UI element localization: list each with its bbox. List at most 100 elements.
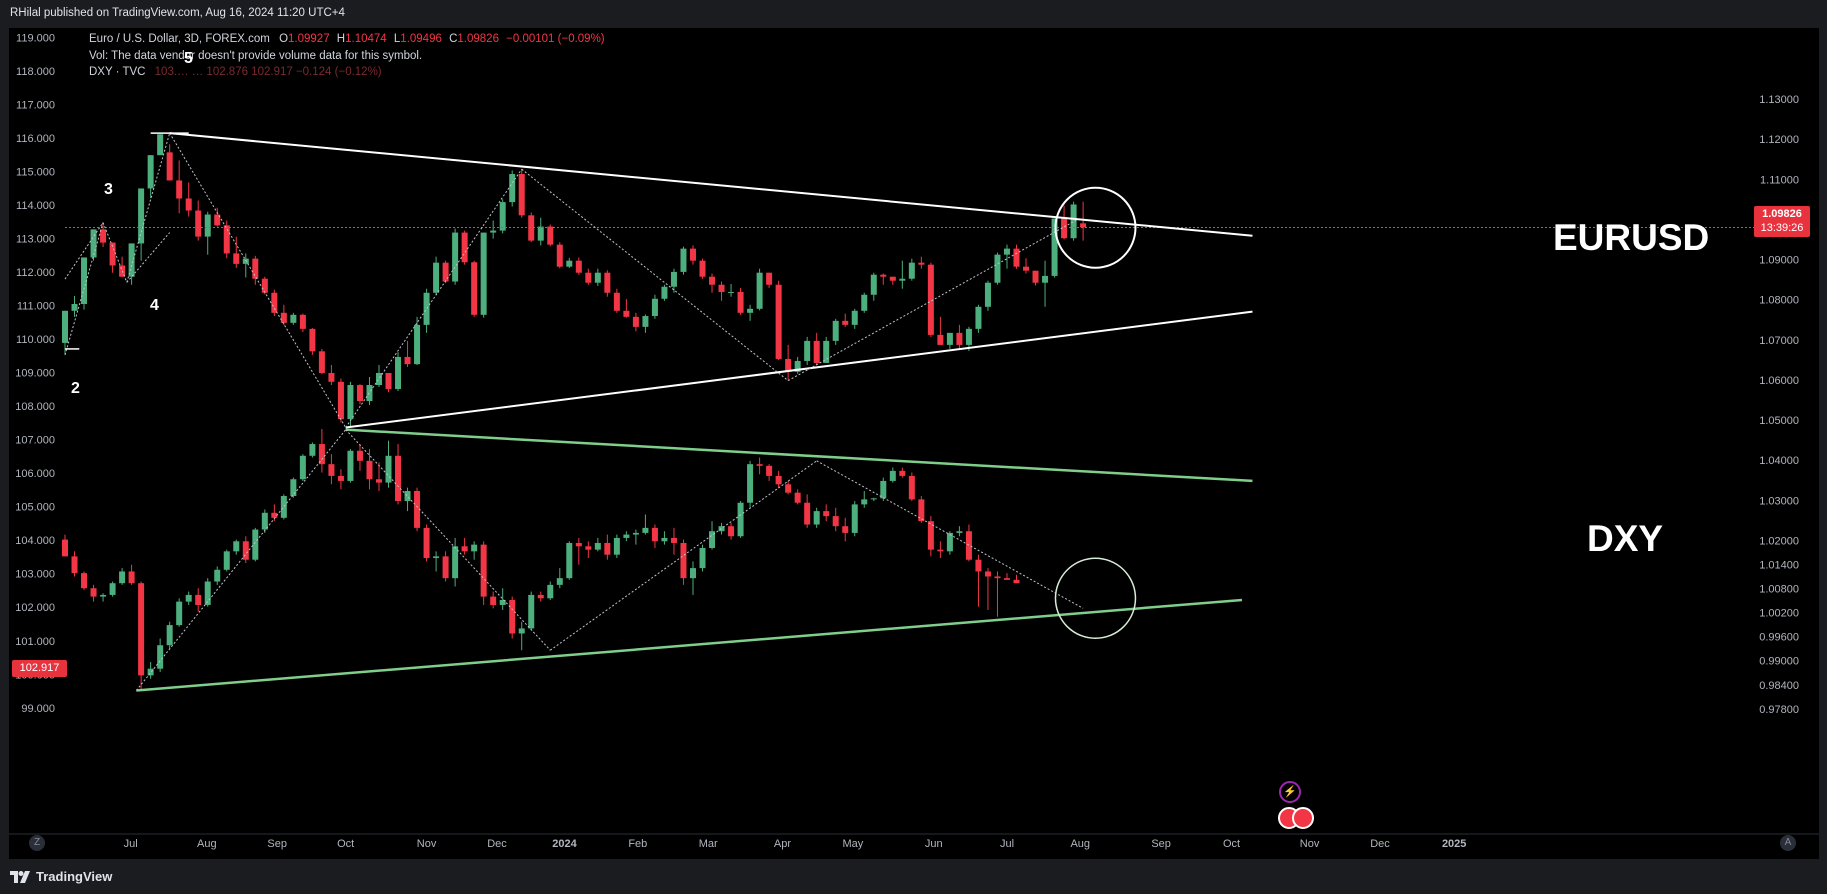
- eurusd-candle: [537, 226, 544, 241]
- chart-panel[interactable]: 119.000 118.000 117.000 116.000 115.000 114.0…: [9, 28, 1819, 859]
- lightning-event-icon[interactable]: ⚡: [1279, 781, 1301, 803]
- dxy-candle: [804, 502, 811, 525]
- eurusd-wave-zigzag: [787, 218, 1079, 382]
- eurusd-candle: [575, 260, 582, 273]
- dxy-y-tick-label: 112.000: [16, 267, 55, 279]
- eurusd-candle: [861, 294, 868, 311]
- eurusd-candle: [775, 284, 782, 359]
- us-flag-event-icon-2[interactable]: [1292, 807, 1314, 829]
- eurusd-candle: [737, 291, 744, 313]
- chart-canvas[interactable]: 119.000 118.000 117.000 116.000 115.000 114.0…: [9, 28, 1819, 859]
- dxy-candle: [414, 490, 421, 528]
- dxy-candle: [889, 470, 896, 481]
- legend-dxy[interactable]: DXY · TVC 103.… … 102.876 102.917 −0.124…: [89, 66, 382, 78]
- eurusd-candle: [718, 284, 725, 292]
- time-axis-label: Apr: [774, 838, 791, 850]
- eurusd-candle: [347, 385, 354, 420]
- dxy-candle: [518, 628, 525, 634]
- eurusd-candle: [185, 198, 192, 211]
- eurusd-candle: [528, 215, 535, 241]
- eurusd-candle: [461, 232, 468, 263]
- footer: TradingView: [0, 859, 1827, 894]
- eurusd-candle: [766, 272, 773, 285]
- dxy-candle: [709, 531, 716, 548]
- legend-symbol: Euro / U.S. Dollar, 3D, FOREX.com: [89, 33, 270, 45]
- label-eurusd: EURUSD: [1553, 217, 1710, 258]
- eurusd-candle: [1061, 218, 1068, 239]
- dxy-candle: [157, 645, 164, 669]
- eurusd-candle: [166, 152, 173, 181]
- legend-high: 1.10474: [345, 33, 387, 45]
- dxy-candle: [728, 526, 735, 537]
- eurusd-candle: [261, 278, 268, 293]
- time-axis-label: Nov: [417, 838, 437, 850]
- eurusd-candle: [375, 372, 382, 386]
- dxy-price-badge: 102.917: [12, 660, 67, 677]
- tradingview-logo[interactable]: TradingView: [10, 869, 112, 884]
- zoom-button-left-label: Z: [33, 837, 41, 848]
- publisher-bar: RHilal published on TradingView.com, Aug…: [0, 0, 1827, 28]
- legend-eurusd[interactable]: Euro / U.S. Dollar, 3D, FOREX.com O1.099…: [89, 33, 605, 45]
- eurusd-candle: [623, 310, 630, 317]
- eurusd-candle: [1003, 248, 1010, 255]
- eurusd-candle: [1051, 218, 1058, 276]
- dxy-candle: [785, 484, 792, 493]
- auto-scale-button[interactable]: A: [1780, 835, 1796, 851]
- zoom-button-left[interactable]: Z: [29, 835, 45, 851]
- eurusd-candle: [128, 243, 135, 277]
- eurusd-candle: [223, 225, 230, 254]
- dxy-y-tick-label: 102.000: [15, 602, 55, 614]
- eurusd-candle: [499, 202, 506, 231]
- tradingview-logo-icon: [10, 870, 30, 883]
- dxy-candle: [109, 583, 116, 595]
- eurusd-candle: [109, 242, 116, 266]
- eurusd-y-tick-label: 1.00800: [1759, 584, 1799, 596]
- legend-low: 1.09496: [400, 33, 442, 45]
- brand-name: TradingView: [36, 869, 113, 884]
- dxy-y-tick-label: 117.000: [16, 99, 55, 111]
- dxy-candle: [480, 544, 487, 597]
- dxy-candle: [1013, 579, 1020, 584]
- dxy-candle: [813, 511, 820, 525]
- dxy-candle: [290, 479, 297, 497]
- eurusd-candle: [204, 214, 211, 237]
- dxy-wave-zigzag: [816, 460, 1084, 609]
- dxy-upper-trendline: [345, 428, 1253, 483]
- dxy-candle: [195, 594, 202, 605]
- time-axis-label: Aug: [197, 838, 217, 850]
- eurusd-breakout-circle: [1054, 186, 1137, 269]
- dxy-y-tick-label: 109.000: [15, 368, 55, 380]
- eurusd-candle: [889, 276, 896, 281]
- dxy-candle: [71, 556, 78, 574]
- eurusd-candle: [994, 254, 1001, 283]
- eurusd-y-tick-label: 1.12000: [1759, 134, 1799, 146]
- dxy-candle: [375, 479, 382, 483]
- eurusd-y-tick-label: 1.09000: [1759, 255, 1799, 267]
- eurusd-candle: [651, 298, 658, 317]
- eurusd-candle: [794, 360, 801, 372]
- time-axis-label: Feb: [628, 838, 647, 850]
- eurusd-candle: [395, 356, 402, 390]
- dxy-candle: [994, 576, 1001, 579]
- dxy-candle: [166, 625, 173, 646]
- eurusd-y-tick-label: 1.13000: [1759, 94, 1799, 106]
- eurusd-wave-zigzag: [64, 222, 104, 356]
- dxy-candle: [547, 584, 554, 599]
- chart-background: [9, 28, 1819, 859]
- eurusd-candle: [566, 260, 573, 267]
- time-axis-label: Aug: [1070, 838, 1090, 850]
- eurusd-candle: [138, 188, 145, 244]
- dxy-y-tick-label: 110.000: [16, 334, 55, 346]
- eurusd-y-tick-label: 1.01400: [1759, 559, 1799, 571]
- eurusd-y-tick-label: 0.98400: [1759, 680, 1799, 692]
- eurusd-y-tick-label: 1.07000: [1759, 335, 1799, 347]
- dxy-candle: [471, 544, 478, 552]
- eurusd-y-tick-label: 0.99000: [1759, 656, 1799, 668]
- time-axis-label: May: [842, 838, 863, 850]
- time-axis-label: Mar: [699, 838, 718, 850]
- eurusd-candle: [728, 291, 735, 293]
- eurusd-candle: [147, 155, 154, 189]
- eurusd-candle: [176, 180, 183, 199]
- dxy-candle: [956, 531, 963, 533]
- time-axis-label: Jul: [124, 838, 138, 850]
